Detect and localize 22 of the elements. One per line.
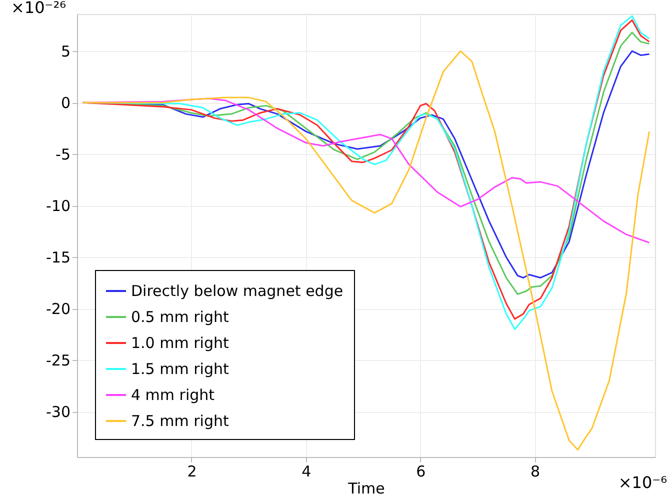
legend-label: 0.5 mm right [131,308,229,326]
y-tick-label: -25 [46,352,70,370]
legend-label: 1.0 mm right [131,334,229,352]
y-tick-label: -15 [46,248,70,267]
legend-label: 7.5 mm right [131,412,229,430]
y-tick-label: 5 [60,42,70,61]
legend-label: 4 mm right [131,386,215,404]
legend-label: 1.5 mm right [131,360,229,378]
line-series [82,50,650,451]
text: ×10⁻²⁶ [11,0,66,17]
y-tick-label: -10 [46,197,70,216]
x-tick-label: 4 [302,462,312,480]
x-tick-label: 8 [530,462,540,480]
legend-label: Directly below magnet edge [131,282,344,300]
text: ×10⁻⁶ [618,473,667,492]
y-tick-label: 0 [60,94,70,112]
x-axis-title: Time [347,480,385,498]
y-tick-label: -5 [56,146,70,164]
x-tick-label: 2 [187,462,197,480]
y-tick-label: -30 [46,403,70,422]
x-tick-label: 6 [416,462,426,480]
y-tick-label: -20 [46,300,70,318]
